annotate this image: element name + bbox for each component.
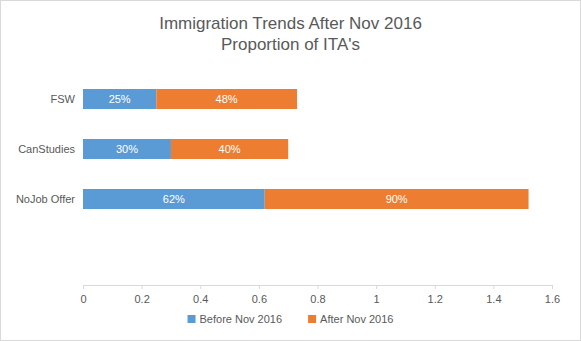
tick-mark bbox=[259, 285, 260, 289]
title: Immigration Trends After Nov 2016 bbox=[159, 14, 422, 33]
data-label: 25% bbox=[109, 93, 131, 105]
tick-mark bbox=[142, 285, 143, 289]
data-label: 62% bbox=[163, 193, 185, 205]
tick: 0 bbox=[80, 285, 86, 305]
subtitle: Proportion of ITA's bbox=[221, 35, 360, 54]
tick-mark bbox=[435, 285, 436, 289]
legend-swatch bbox=[308, 315, 316, 323]
tick: 1.4 bbox=[486, 285, 501, 305]
tick-label: 1.4 bbox=[486, 293, 501, 305]
tick-mark bbox=[318, 285, 319, 289]
data-label: 40% bbox=[219, 143, 241, 155]
tick: NoJob Offer bbox=[16, 193, 75, 205]
bar bbox=[83, 189, 265, 209]
chart-frame bbox=[1, 1, 581, 341]
tick: 0.8 bbox=[310, 285, 325, 305]
bar bbox=[83, 89, 156, 109]
tick-mark bbox=[376, 285, 377, 289]
tick-label: NoJob Offer bbox=[16, 193, 75, 205]
legend-swatch bbox=[188, 315, 196, 323]
tick-label: 0 bbox=[80, 293, 86, 305]
tick: 0.6 bbox=[252, 285, 267, 305]
tick-mark bbox=[493, 285, 494, 289]
legend: Before Nov 2016 After Nov 2016 bbox=[188, 313, 394, 325]
tick: 0.2 bbox=[134, 285, 149, 305]
chart: Immigration Trends After Nov 2016 Proport… bbox=[0, 0, 581, 341]
bar bbox=[83, 139, 171, 159]
tick-label: CanStudies bbox=[18, 143, 75, 155]
data-label: 90% bbox=[386, 193, 408, 205]
x-axis: 0 0.2 0.4 0.6 0.8 1 1.2 1.4 1.6 bbox=[80, 285, 560, 305]
bars bbox=[83, 89, 529, 209]
tick-mark bbox=[200, 285, 201, 289]
legend-label: After Nov 2016 bbox=[320, 313, 393, 325]
tick: 0.4 bbox=[193, 285, 208, 305]
tick-label: 1.6 bbox=[545, 293, 560, 305]
data-labels: 25% 30% 62% 48% 40% 90% bbox=[109, 93, 408, 205]
bar bbox=[171, 139, 288, 159]
data-label: 48% bbox=[216, 93, 238, 105]
tick-label: 0.4 bbox=[193, 293, 208, 305]
tick: 1.2 bbox=[428, 285, 443, 305]
bar bbox=[265, 189, 529, 209]
bar bbox=[156, 89, 297, 109]
legend-item: After Nov 2016 bbox=[308, 313, 393, 325]
axis-line bbox=[84, 286, 553, 290]
tick: FSW bbox=[51, 93, 76, 105]
tick-mark bbox=[83, 285, 84, 289]
tick-label: 0.6 bbox=[252, 293, 267, 305]
tick-label: 0.2 bbox=[134, 293, 149, 305]
tick-mark bbox=[552, 285, 553, 289]
tick-label: FSW bbox=[51, 93, 76, 105]
tick: 1 bbox=[374, 285, 380, 305]
legend-label: Before Nov 2016 bbox=[200, 313, 283, 325]
y-axis: FSW CanStudies NoJob Offer bbox=[16, 93, 76, 205]
tick-label: 1.2 bbox=[428, 293, 443, 305]
data-label: 30% bbox=[116, 143, 138, 155]
tick-label: 1 bbox=[374, 293, 380, 305]
tick-label: 0.8 bbox=[310, 293, 325, 305]
tick: CanStudies bbox=[18, 143, 75, 155]
tick: 1.6 bbox=[545, 285, 560, 305]
legend-item: Before Nov 2016 bbox=[188, 313, 283, 325]
